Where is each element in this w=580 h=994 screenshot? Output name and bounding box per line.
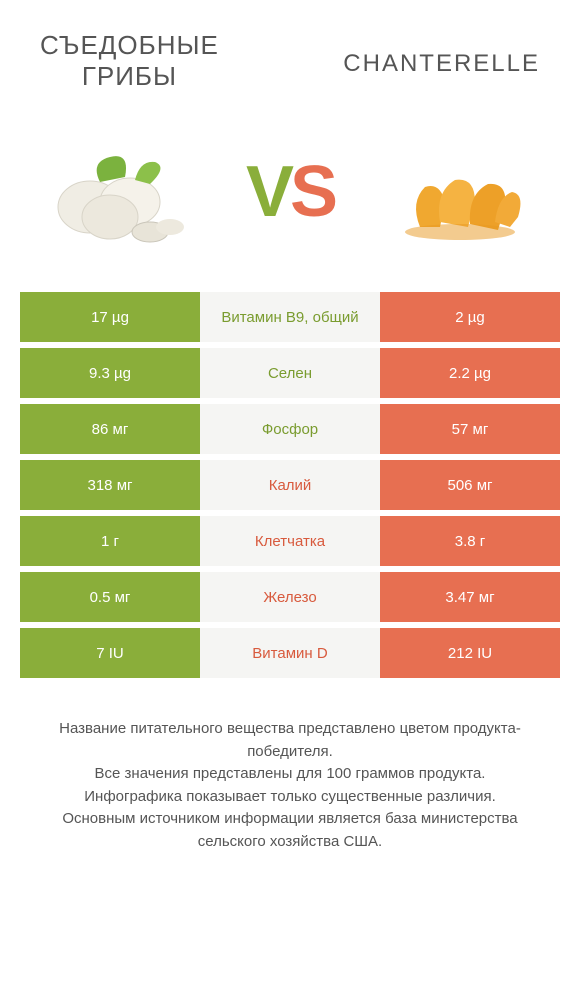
cell-label: Фосфор — [200, 404, 380, 454]
table-row: 0.5 мгЖелезо3.47 мг — [20, 572, 560, 622]
comparison-table: 17 µgВитамин B9, общий2 µg 9.3 µgСелен2.2… — [20, 292, 560, 678]
footer-line2: Все значения представлены для 100 граммо… — [40, 763, 540, 786]
cell-left-value: 318 мг — [20, 460, 200, 510]
table-row: 86 мгФосфор57 мг — [20, 404, 560, 454]
infographic-container: СЪЕДОБНЫЕ ГРИБЫ CHANTERELLE VS — [0, 0, 580, 883]
title-left: СЪЕДОБНЫЕ ГРИБЫ — [40, 30, 219, 92]
cell-left-value: 1 г — [20, 516, 200, 566]
table-row: 17 µgВитамин B9, общий2 µg — [20, 292, 560, 342]
cell-label: Витамин B9, общий — [200, 292, 380, 342]
cell-left-value: 86 мг — [20, 404, 200, 454]
vs-label: VS — [246, 151, 334, 233]
cell-label: Калий — [200, 460, 380, 510]
title-left-line1: СЪЕДОБНЫЕ — [40, 30, 219, 61]
mushroom-left-image — [40, 132, 200, 252]
vs-v: V — [246, 152, 290, 232]
table-row: 9.3 µgСелен2.2 µg — [20, 348, 560, 398]
footer-text: Название питательного вещества представл… — [20, 718, 560, 853]
title-left-line2: ГРИБЫ — [40, 61, 219, 92]
cell-right-value: 3.47 мг — [380, 572, 560, 622]
table-row: 7 IUВитамин D212 IU — [20, 628, 560, 678]
cell-left-value: 0.5 мг — [20, 572, 200, 622]
cell-left-value: 9.3 µg — [20, 348, 200, 398]
cell-right-value: 2.2 µg — [380, 348, 560, 398]
cell-label: Железо — [200, 572, 380, 622]
footer-line3: Инфографика показывает только существенн… — [40, 786, 540, 809]
cell-right-value: 212 IU — [380, 628, 560, 678]
header: СЪЕДОБНЫЕ ГРИБЫ CHANTERELLE — [20, 30, 560, 112]
mushroom-right-image — [380, 132, 540, 252]
vs-s: S — [290, 152, 334, 232]
cell-left-value: 17 µg — [20, 292, 200, 342]
cell-right-value: 3.8 г — [380, 516, 560, 566]
cell-right-value: 506 мг — [380, 460, 560, 510]
cell-left-value: 7 IU — [20, 628, 200, 678]
title-right: CHANTERELLE — [343, 50, 540, 78]
footer-line1: Название питательного вещества представл… — [40, 718, 540, 763]
table-row: 318 мгКалий506 мг — [20, 460, 560, 510]
cell-right-value: 2 µg — [380, 292, 560, 342]
cell-label: Селен — [200, 348, 380, 398]
cell-right-value: 57 мг — [380, 404, 560, 454]
table-row: 1 гКлетчатка3.8 г — [20, 516, 560, 566]
footer-line4: Основным источником информации является … — [40, 808, 540, 853]
cell-label: Витамин D — [200, 628, 380, 678]
images-row: VS — [20, 112, 560, 292]
cell-label: Клетчатка — [200, 516, 380, 566]
